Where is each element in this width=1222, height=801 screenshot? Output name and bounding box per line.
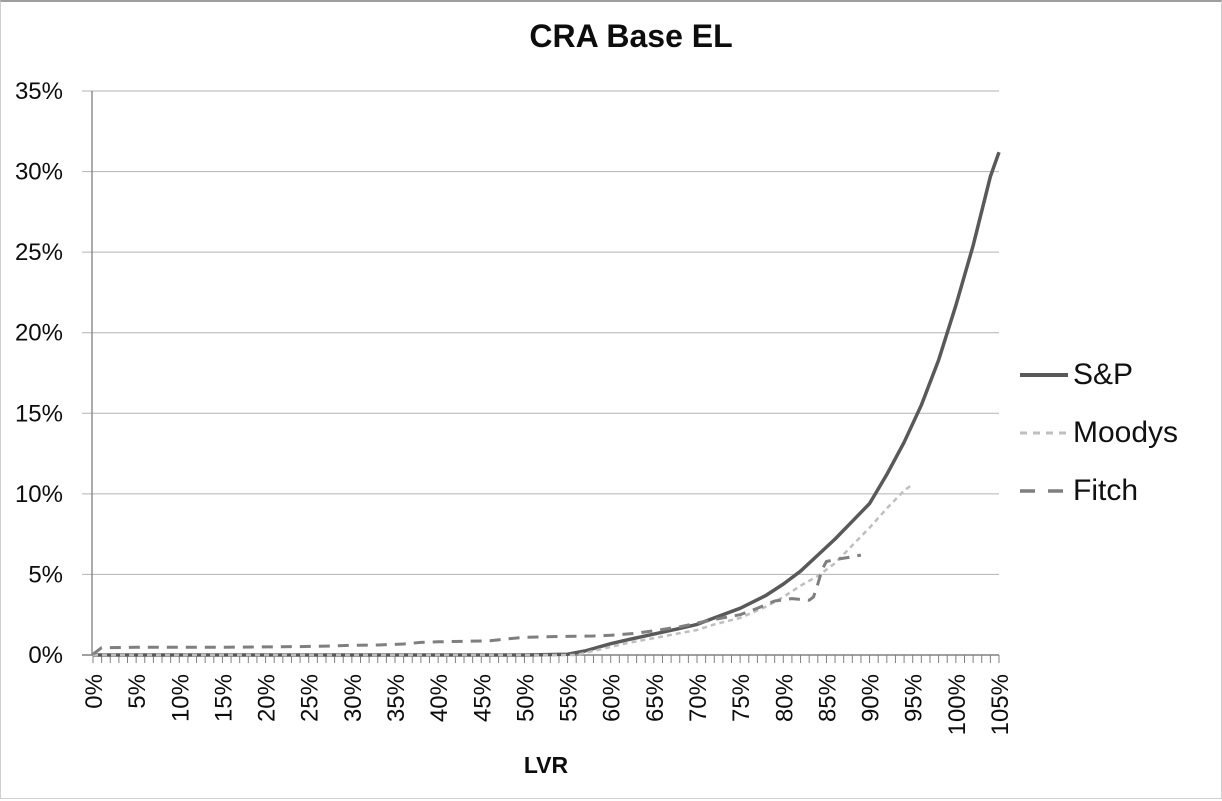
- svg-text:50%: 50%: [512, 674, 539, 722]
- svg-text:95%: 95%: [901, 674, 928, 722]
- moodys-line-swatch-icon: [1020, 431, 1068, 435]
- svg-text:10%: 10%: [15, 481, 63, 508]
- fitch-line-swatch-icon: [1020, 489, 1068, 493]
- legend-label-sp: S&P: [1073, 358, 1134, 391]
- svg-text:100%: 100%: [944, 674, 971, 735]
- chart-title: CRA Base EL: [529, 18, 733, 54]
- svg-text:105%: 105%: [987, 674, 1014, 735]
- svg-text:35%: 35%: [383, 674, 410, 722]
- svg-text:60%: 60%: [599, 674, 626, 722]
- svg-text:10%: 10%: [167, 674, 194, 722]
- svg-text:45%: 45%: [469, 674, 496, 722]
- svg-text:20%: 20%: [15, 320, 63, 347]
- svg-text:0%: 0%: [28, 642, 63, 669]
- x-axis-title: LVR: [523, 752, 569, 778]
- legend-item-sp: S&P: [1019, 346, 1178, 404]
- svg-text:20%: 20%: [254, 674, 281, 722]
- svg-text:30%: 30%: [15, 159, 63, 186]
- svg-text:5%: 5%: [28, 561, 63, 588]
- svg-text:40%: 40%: [426, 674, 453, 722]
- svg-text:5%: 5%: [124, 674, 151, 709]
- svg-text:85%: 85%: [814, 674, 841, 722]
- svg-text:0%: 0%: [81, 674, 108, 709]
- svg-text:15%: 15%: [15, 400, 63, 427]
- legend-label-fitch: Fitch: [1073, 474, 1139, 507]
- svg-text:25%: 25%: [297, 674, 324, 722]
- svg-text:15%: 15%: [210, 674, 237, 722]
- svg-text:30%: 30%: [340, 674, 367, 722]
- svg-text:70%: 70%: [685, 674, 712, 722]
- svg-text:65%: 65%: [642, 674, 669, 722]
- sp-line-swatch-icon: [1020, 373, 1068, 377]
- legend-label-moodys: Moodys: [1073, 416, 1179, 449]
- legend: S&P Moodys Fitch: [1019, 346, 1178, 520]
- svg-text:55%: 55%: [556, 674, 583, 722]
- svg-text:35%: 35%: [15, 78, 63, 105]
- svg-text:90%: 90%: [858, 674, 885, 722]
- svg-text:25%: 25%: [15, 239, 63, 266]
- legend-item-moodys: Moodys: [1019, 404, 1178, 462]
- svg-text:75%: 75%: [728, 674, 755, 722]
- svg-text:80%: 80%: [771, 674, 798, 722]
- legend-item-fitch: Fitch: [1019, 462, 1178, 520]
